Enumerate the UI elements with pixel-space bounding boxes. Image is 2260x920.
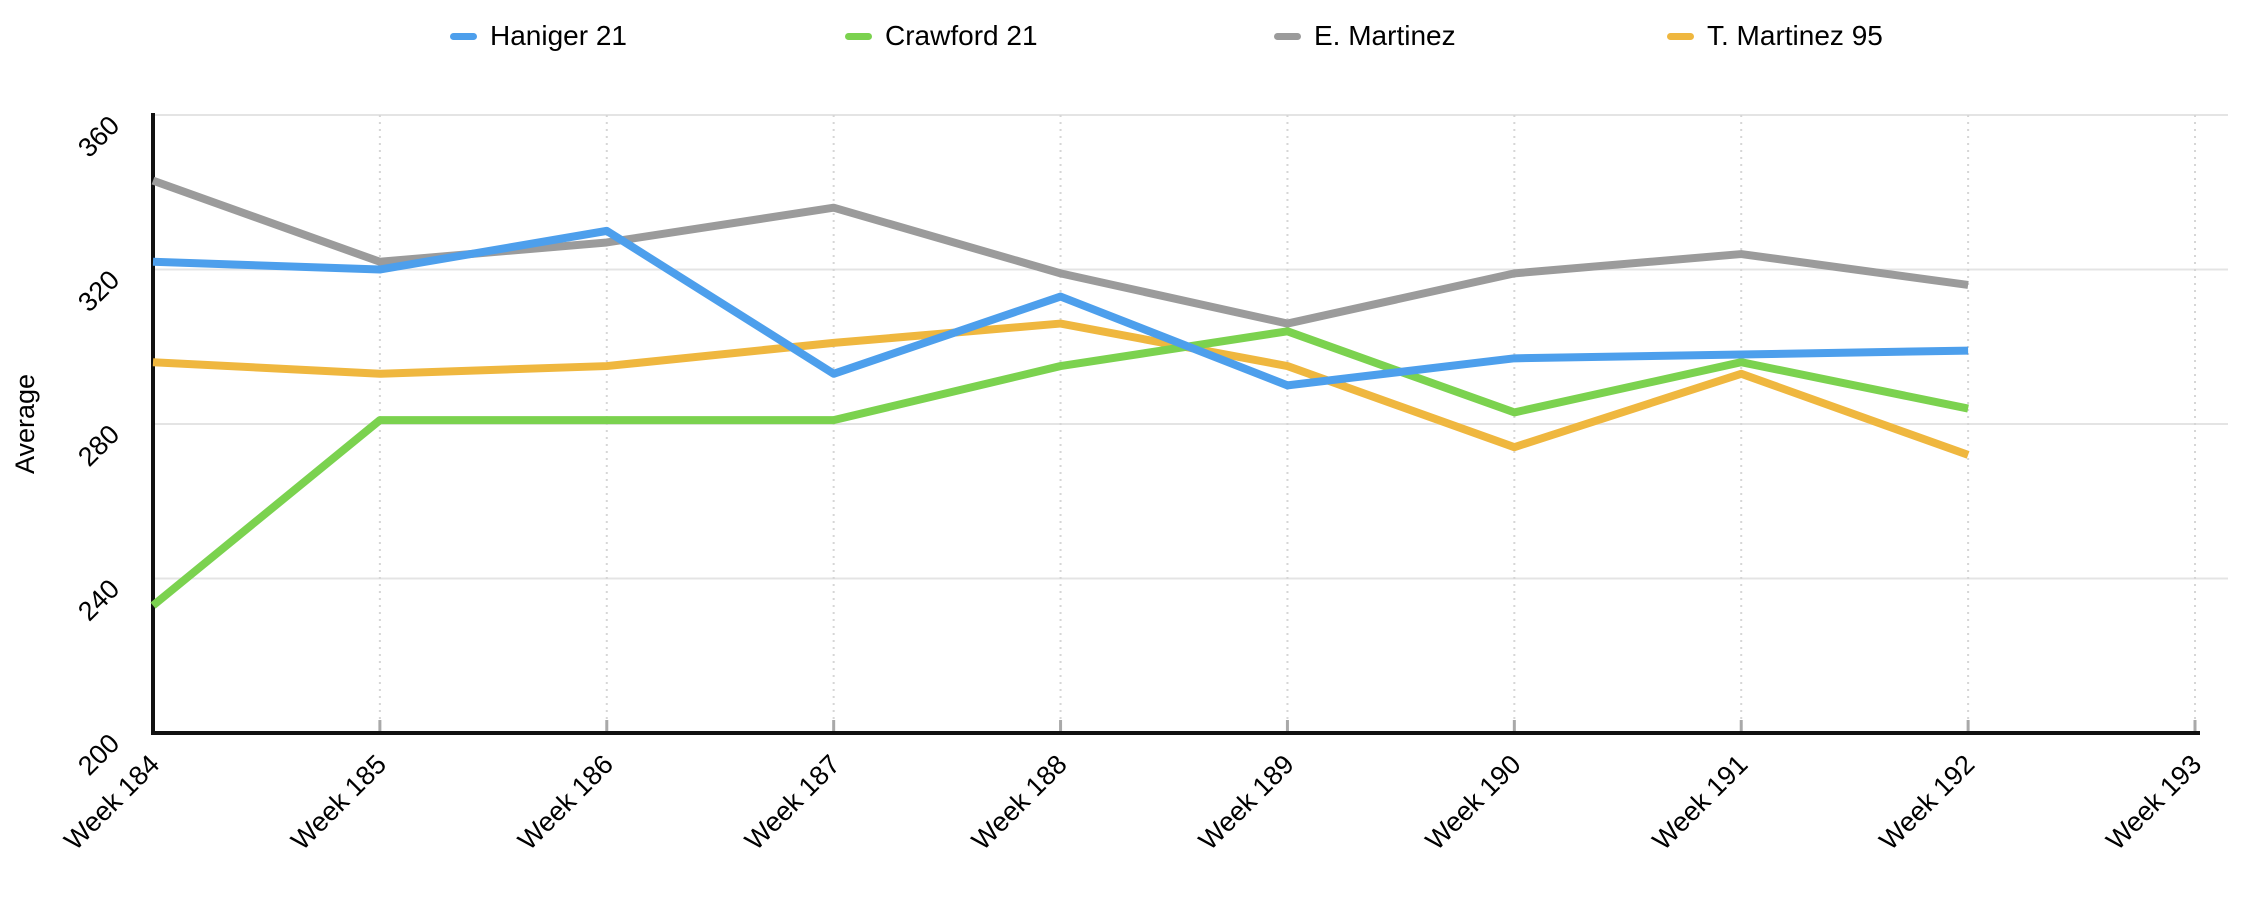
series-line-t-martinez-95	[152, 319, 1970, 459]
x-tick-label: Week 188	[966, 749, 1073, 856]
legend-label: T. Martinez 95	[1707, 20, 1883, 51]
legend-item-haniger-21[interactable]: Haniger 21	[450, 20, 627, 52]
y-axis-title: Average	[10, 374, 40, 474]
x-tick-label: Week 189	[1193, 749, 1300, 856]
legend-item-e-martinez[interactable]: E. Martinez	[1274, 20, 1456, 52]
series-line-e-martinez	[151, 176, 1969, 328]
series-line-crawford-21	[150, 327, 1969, 609]
legend-label: Crawford 21	[885, 20, 1038, 51]
legend-label: Haniger 21	[490, 20, 627, 51]
y-tick-label: 280	[72, 419, 125, 472]
legend-item-t-martinez-95[interactable]: T. Martinez 95	[1667, 20, 1883, 52]
x-tick-label: Week 184	[58, 749, 165, 856]
y-tick-label: 200	[72, 728, 125, 781]
x-tick-label: Week 191	[1647, 749, 1754, 856]
legend-item-crawford-21[interactable]: Crawford 21	[845, 20, 1038, 52]
x-tick-label: Week 185	[285, 749, 392, 856]
legend-swatch-icon	[450, 32, 477, 40]
y-tick-label: 360	[72, 110, 125, 163]
legend-swatch-icon	[1667, 32, 1694, 40]
series-line-haniger-21	[152, 226, 1969, 390]
x-tick-label: Week 187	[739, 749, 846, 856]
x-tick-label: Week 193	[2100, 749, 2207, 856]
legend-swatch-icon	[1274, 32, 1301, 40]
y-tick-label: 240	[72, 574, 125, 627]
legend-label: E. Martinez	[1314, 20, 1456, 51]
y-tick-label: 320	[72, 265, 125, 318]
legend-swatch-icon	[845, 32, 872, 40]
x-tick-label: Week 190	[1420, 749, 1527, 856]
x-tick-label: Week 192	[1874, 749, 1981, 856]
legend: Haniger 21 Crawford 21 E. Martinez T. Ma…	[0, 0, 2260, 62]
x-tick-label: Week 186	[512, 749, 619, 856]
